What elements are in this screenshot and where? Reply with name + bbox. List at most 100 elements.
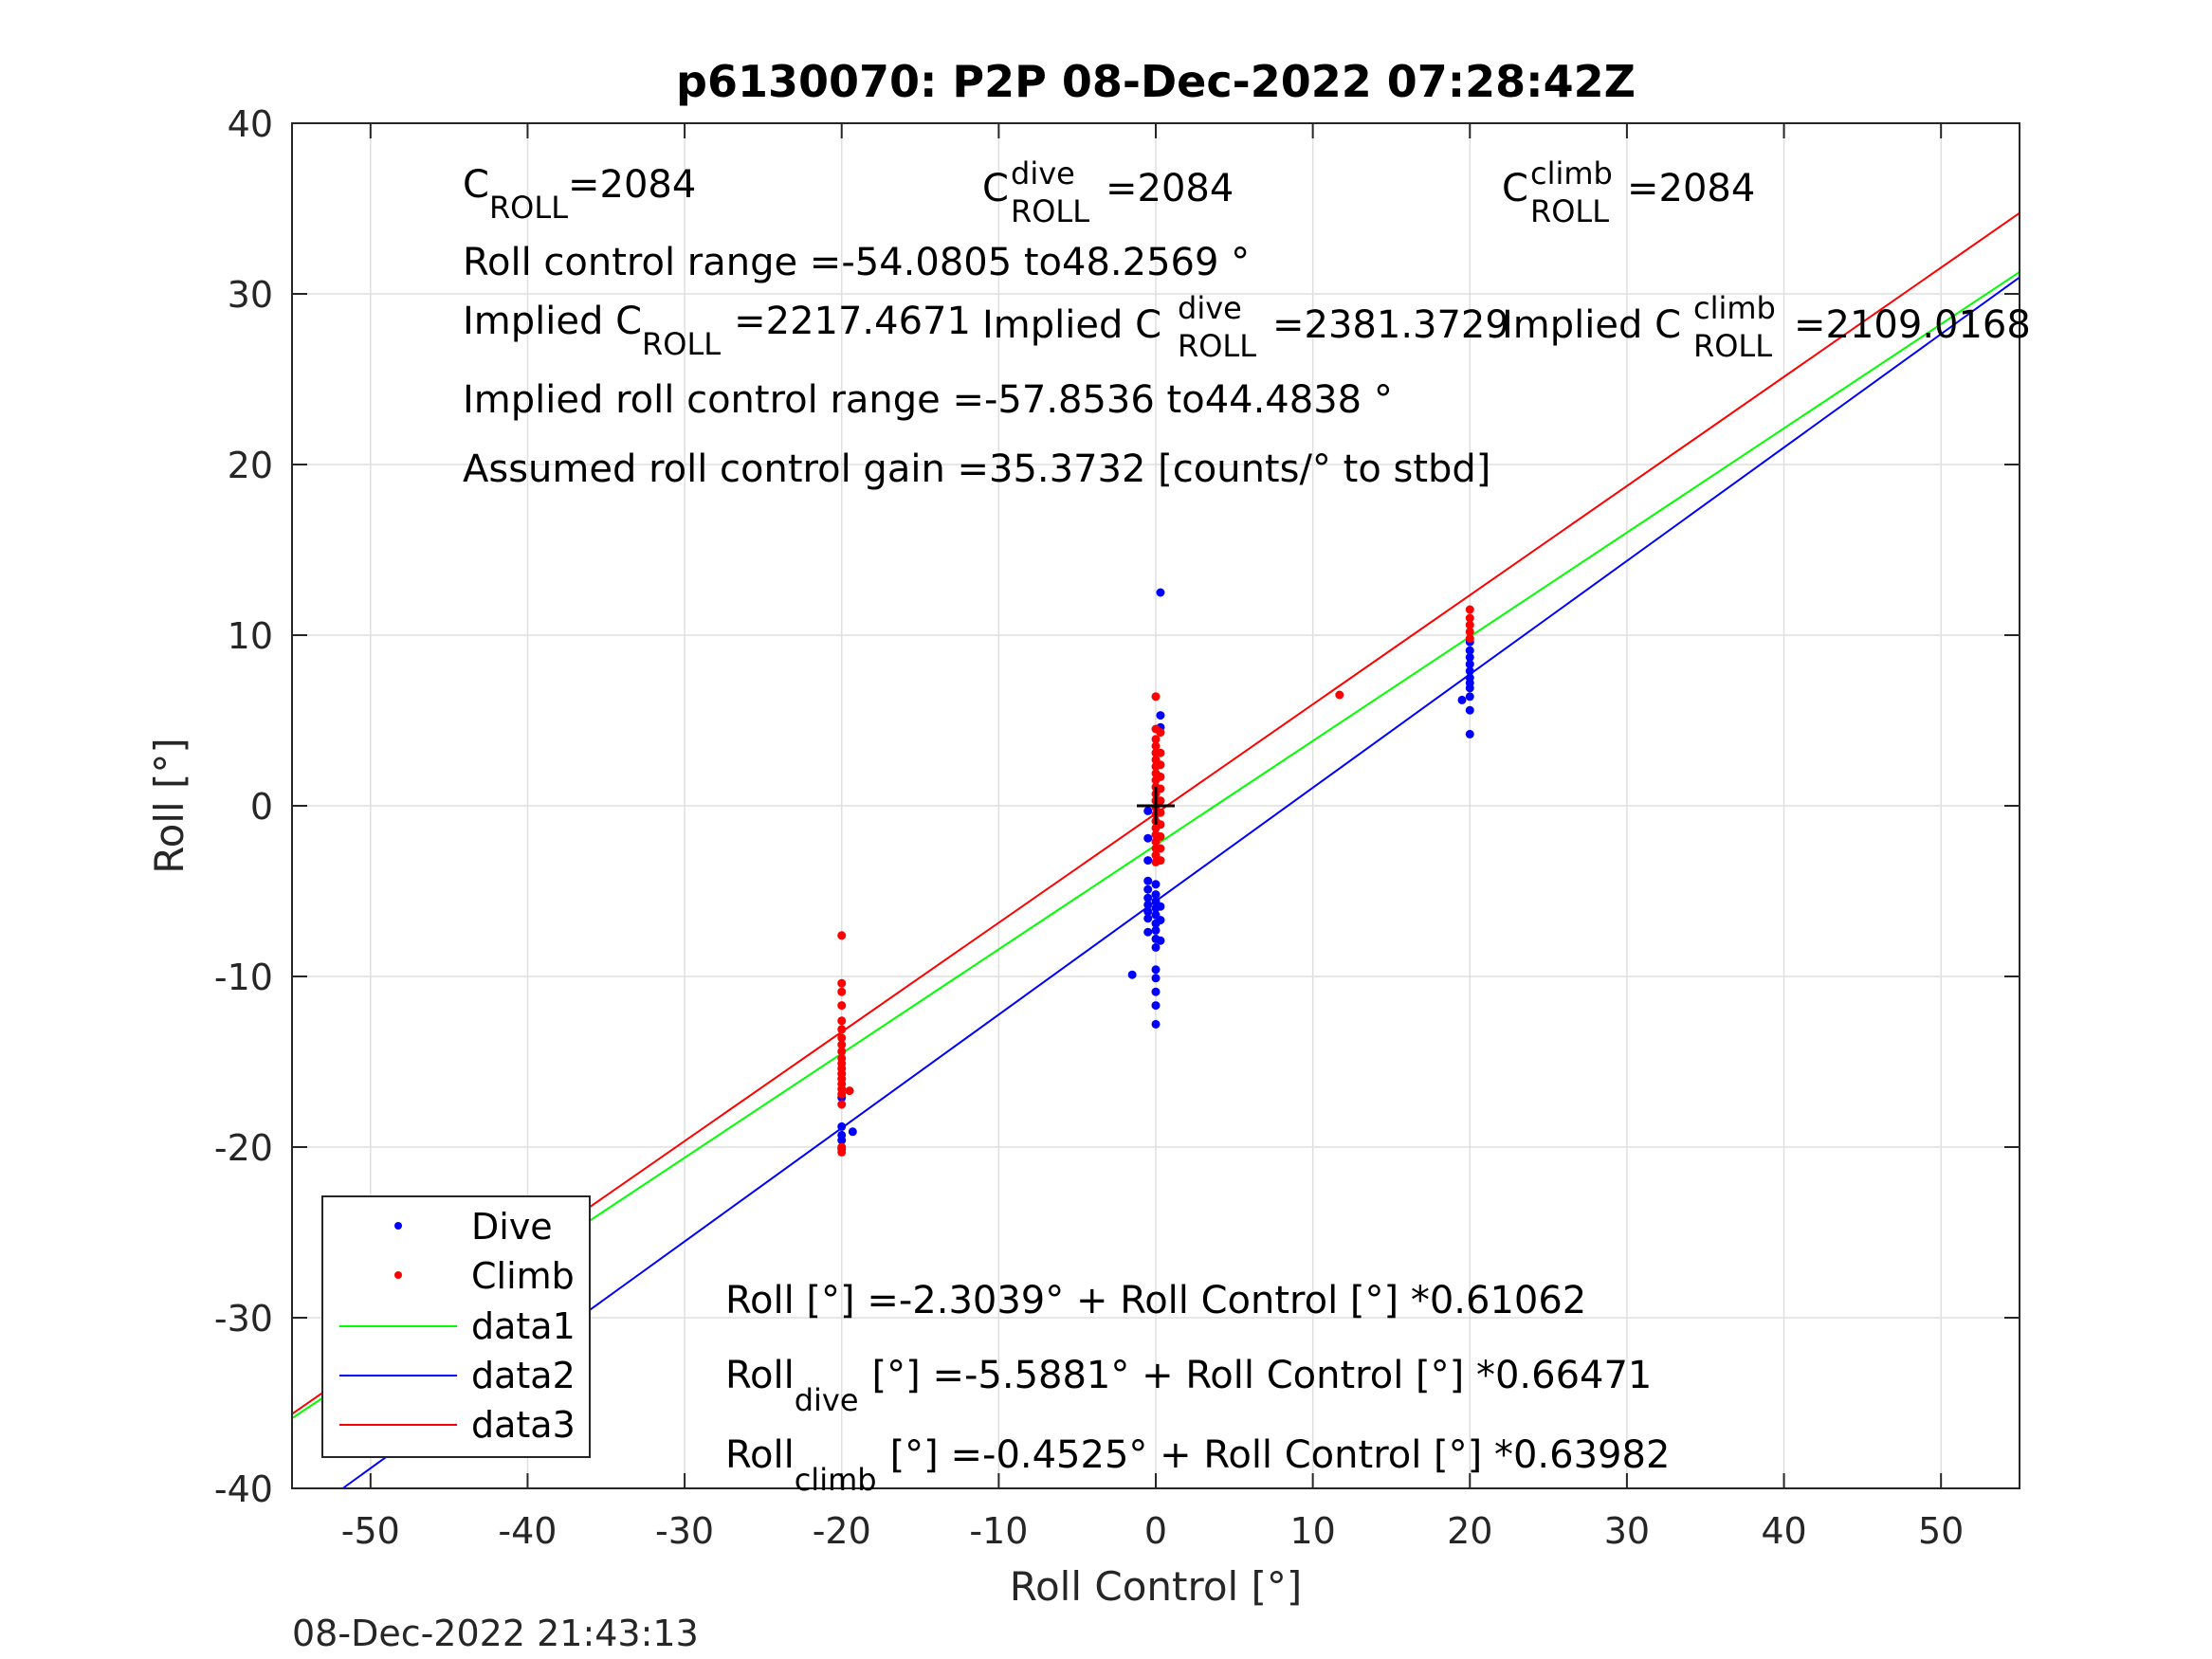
svg-text:C: C [1502,167,1528,210]
point-dive [1465,692,1474,702]
ticks: -50 -40 -30 -20 -10 0 10 20 30 40 50 -40 -30 -20 -10 0 1… [214,103,2020,1552]
point-dive [1156,711,1165,720]
x-tick-label: -50 [341,1510,400,1552]
point-climb [1465,620,1474,629]
point-climb [837,1100,847,1109]
point-dive [1156,936,1165,945]
timestamp: 08-Dec-2022 21:43:13 [292,1613,699,1654]
point-climb [837,931,847,940]
point-climb [1335,690,1344,700]
point-dive [837,1136,847,1145]
c-roll-dive-annotation: C dive ROLL =2084 [982,155,1234,229]
point-climb [837,1147,847,1157]
point-dive [1151,942,1161,952]
x-tick-label: 50 [1918,1510,1964,1552]
svg-text:ROLL: ROLL [1011,193,1089,229]
point-climb [837,1001,847,1011]
point-dive [1143,927,1153,937]
fit-climb-annotation: Rollclimb[°] =-0.4525° + Roll Control [°… [725,1433,1670,1498]
legend-label-data1: data1 [471,1305,576,1347]
point-climb [837,1089,847,1099]
scatter-points [837,588,1474,1157]
implied-range-annotation: Implied roll control range =-57.8536 to4… [463,378,1393,422]
point-climb [1151,692,1161,702]
point-climb [837,1033,847,1043]
point-climb [837,1047,847,1056]
y-tick-label: -30 [214,1298,273,1340]
point-dive [1143,876,1153,885]
y-tick-label: 40 [228,103,273,145]
svg-text:=2381.3729: =2381.3729 [1272,303,1509,347]
x-tick-label: 0 [1144,1510,1167,1552]
point-climb [1151,741,1161,751]
legend: Dive Climb data1 data2 data3 [321,1195,591,1458]
point-climb [1156,796,1165,806]
x-tick-label: 40 [1761,1510,1806,1552]
point-climb [1156,772,1165,781]
y-tick-label: 10 [228,615,273,657]
svg-text:ROLL: ROLL [1178,328,1256,364]
svg-text:C: C [982,167,1009,210]
svg-text:Implied C: Implied C [982,303,1161,347]
point-climb [837,1040,847,1049]
y-axis-label: Roll [°] [146,738,192,873]
fit-line-data2 [341,276,2020,1489]
point-dive [1143,856,1153,866]
point-dive [1151,890,1161,900]
point-dive [1151,1001,1161,1011]
annotations: CROLL=2084 C dive ROLL =2084 C climb ROL… [463,155,2031,1498]
svg-text:=2084: =2084 [1106,167,1234,210]
point-dive [1465,660,1474,669]
point-climb [1156,844,1165,853]
x-tick-label: 30 [1604,1510,1650,1552]
svg-text:Implied C: Implied C [1502,303,1681,347]
svg-text:ROLL: ROLL [1693,328,1772,364]
y-tick-label: -20 [214,1127,273,1169]
point-climb [837,978,847,988]
point-dive [1143,900,1153,909]
legend-label-climb: Climb [471,1255,575,1297]
svg-text:climb: climb [1530,155,1613,191]
point-climb [1156,748,1165,757]
point-dive [1143,884,1153,894]
point-climb [1465,634,1474,644]
point-dive [1143,806,1153,815]
point-climb [837,1016,847,1026]
fit-all-annotation: Roll [°] =-2.3039° + Roll Control [°] *0… [725,1279,1586,1322]
point-climb [1156,728,1165,738]
point-climb [1465,613,1474,623]
point-dive [1151,925,1161,935]
point-climb [1465,627,1474,636]
point-dive [1143,907,1153,917]
x-tick-label: -20 [813,1510,871,1552]
point-climb [837,1025,847,1034]
point-dive [848,1127,857,1137]
point-climb [1156,820,1165,830]
point-dive [1151,987,1161,996]
point-dive [1457,695,1467,704]
legend-marker-climb [394,1271,402,1279]
point-climb [1151,735,1161,744]
x-tick-label: 20 [1447,1510,1492,1552]
c-roll-climb-annotation: C climb ROLL =2084 [1502,155,1755,229]
y-tick-label: -40 [214,1468,273,1510]
c-roll-annotation: CROLL=2084 [463,163,696,226]
implied-c-roll-dive-annotation: Implied C dive ROLL =2381.3729 [982,290,1509,364]
point-dive [1151,965,1161,975]
point-dive [1151,880,1161,889]
y-tick-label: 30 [228,274,273,316]
svg-text:dive: dive [1178,290,1242,326]
legend-marker-dive [394,1222,402,1230]
legend-label-dive: Dive [471,1206,553,1248]
point-dive [1143,833,1153,843]
legend-label-data3: data3 [471,1404,576,1446]
svg-text:dive: dive [1011,155,1075,191]
point-climb [1156,856,1165,866]
point-dive [1156,588,1165,597]
point-dive [1465,729,1474,738]
point-climb [837,987,847,996]
point-dive [1156,916,1165,925]
fit-dive-annotation: Rolldive[°] =-5.5881° + Roll Control [°]… [725,1354,1652,1418]
chart-title: p6130070: P2P 08-Dec-2022 07:28:42Z [676,56,1636,107]
svg-text:climb: climb [1693,290,1776,326]
